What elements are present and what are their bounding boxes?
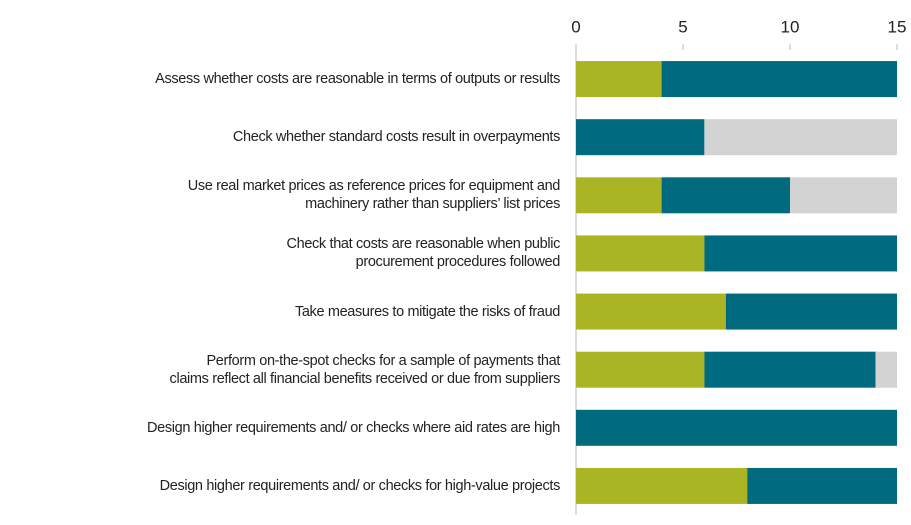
bar-segment [576,409,897,446]
x-tick-label: 15 [888,17,907,36]
bar-segment [704,351,876,388]
bar-segment [704,119,897,156]
bar-segment [576,119,705,156]
bar-segment [661,61,897,98]
bar-segment [576,235,705,272]
x-tick-label: 0 [571,17,580,36]
bar-segment [576,61,662,98]
category-label: Design higher requirements and/ or check… [159,477,561,494]
bar-segment [576,351,705,388]
bar-segment [576,467,748,504]
bar-segment [790,177,897,214]
category-label: Check whether standard costs result in o… [232,129,560,146]
bar-segment [725,293,897,330]
category-label: Take measures to mitigate the risks of f… [294,303,560,320]
x-tick-label: 10 [781,17,800,36]
category-label: Perform on-the-spot checks for a sample … [169,352,561,387]
bar-segment [576,293,726,330]
bar-segment [875,351,897,388]
category-label: Check that costs are reasonable when pub… [286,236,560,271]
x-tick-label: 5 [678,17,687,36]
category-label: Design higher requirements and/ or check… [147,419,560,436]
category-label: Assess whether costs are reasonable in t… [155,71,560,88]
bar-segment [704,235,897,272]
bar-segment [661,177,790,214]
category-label: Use real market prices as reference pric… [187,178,561,213]
bar-segment [747,467,897,504]
bar-segment [576,177,662,214]
